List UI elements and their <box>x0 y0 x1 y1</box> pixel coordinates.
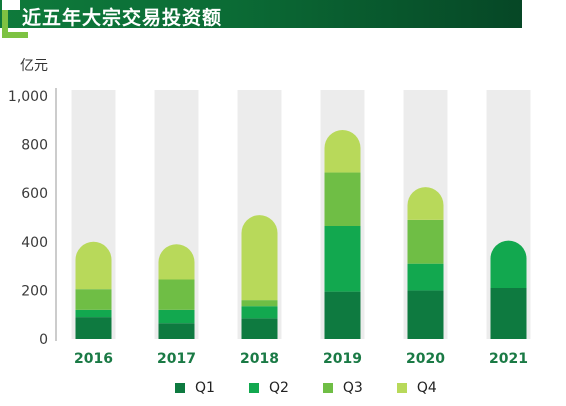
x-tick-label: 2020 <box>406 351 445 367</box>
bar-segment-q1 <box>407 290 444 339</box>
bar-segment-q3 <box>75 289 112 310</box>
y-tick-label: 600 <box>21 186 48 202</box>
x-tick-label: 2018 <box>240 351 279 367</box>
bar-segment-q2 <box>158 309 195 324</box>
bar-segment-q2 <box>75 309 112 318</box>
logo-frame <box>0 0 28 38</box>
y-axis-unit-label: 亿元 <box>20 58 48 74</box>
bar-segment-q1 <box>158 323 195 339</box>
legend-label: Q3 <box>342 380 363 396</box>
bar-segment-q3 <box>158 279 195 310</box>
legend-label: Q2 <box>268 380 289 396</box>
legend-swatch <box>322 383 333 393</box>
bar-segment-q3 <box>241 300 278 307</box>
title-banner: 近五年大宗交易投资额 <box>0 0 522 29</box>
legend: Q1 Q2 Q3 Q4 <box>175 380 437 396</box>
bar-segment-q2 <box>324 226 361 292</box>
bar-segment-q2 <box>490 240 527 288</box>
legend-label: Q4 <box>416 380 437 396</box>
bar-segment-q1 <box>241 318 278 339</box>
x-tick-label: 2016 <box>74 351 113 367</box>
legend-item: Q1 <box>175 380 215 396</box>
bar-segment-q3 <box>407 219 444 264</box>
y-tick-label: 800 <box>21 138 48 154</box>
x-tick-label: 2021 <box>489 351 528 367</box>
legend-item: Q4 <box>396 380 437 396</box>
legend-swatch <box>175 383 185 393</box>
legend-item: Q3 <box>322 380 363 396</box>
bar-segment-q4 <box>158 244 195 280</box>
bar-segment-q4 <box>241 215 278 301</box>
y-tick-label: 1,000 <box>8 89 48 105</box>
bar-segment-q1 <box>490 287 527 339</box>
legend-swatch <box>248 383 259 393</box>
bar-segment-q4 <box>75 241 112 290</box>
bar-segment-q1 <box>75 317 112 339</box>
bar-segment-q3 <box>324 172 361 227</box>
legend-label: Q1 <box>195 380 215 396</box>
x-tick-label: 2017 <box>157 351 196 367</box>
x-tick-label: 2019 <box>323 351 362 367</box>
bar-segment-q4 <box>324 130 361 173</box>
bar-segment-q2 <box>241 306 278 319</box>
bar-segment-q4 <box>407 187 444 220</box>
y-tick-label: 0 <box>39 332 48 348</box>
y-tick-label: 400 <box>21 235 48 251</box>
legend-swatch <box>396 383 407 393</box>
bar-segment-q2 <box>407 263 444 291</box>
y-tick-label: 200 <box>21 283 48 299</box>
legend-item: Q2 <box>248 380 289 396</box>
chart-title: 近五年大宗交易投资额 <box>22 7 223 29</box>
bar-segment-q1 <box>324 291 361 339</box>
